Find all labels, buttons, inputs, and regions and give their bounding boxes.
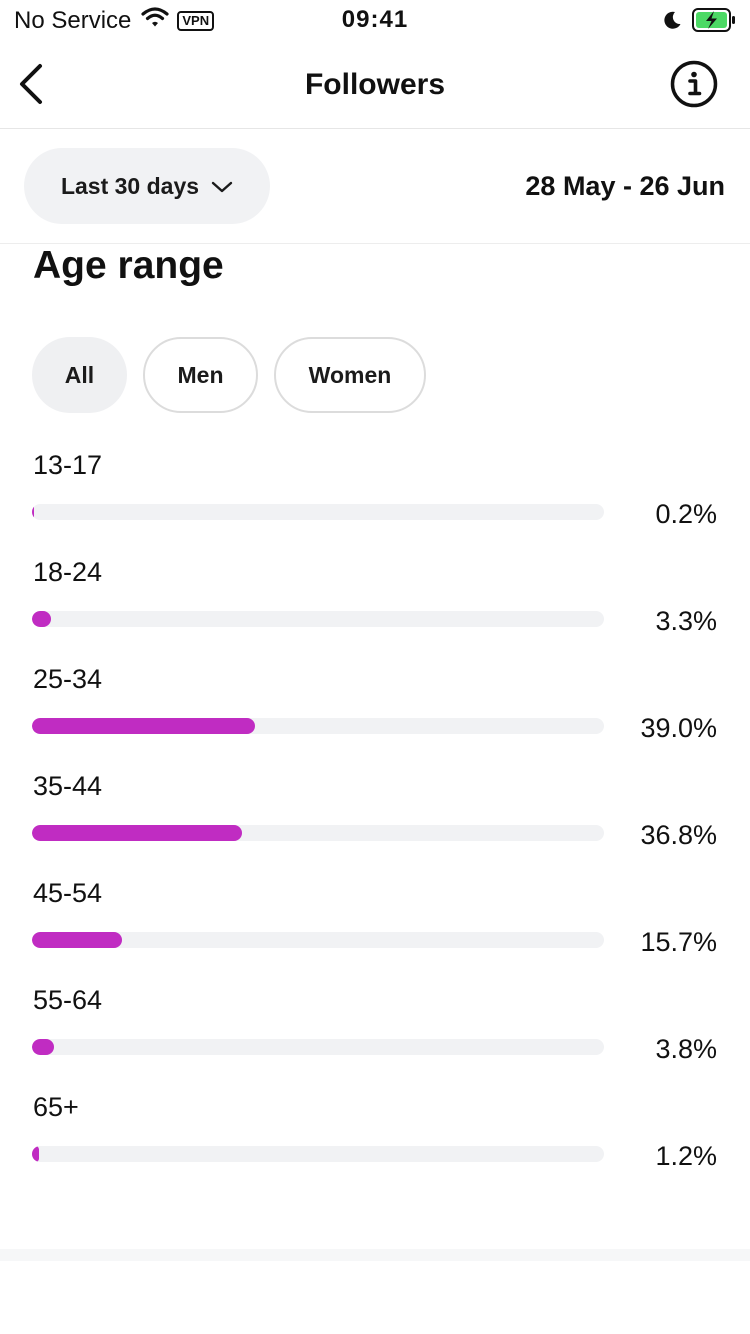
age-bar-track bbox=[32, 932, 604, 948]
age-bar-track bbox=[32, 718, 604, 734]
page-title: Followers bbox=[304, 68, 446, 101]
age-bar-fill bbox=[32, 932, 122, 948]
age-row: 13-17 0.2% bbox=[0, 450, 750, 557]
age-range-list: 13-17 0.2% 18-24 3.3% 25-34 39.0% 35-44 … bbox=[0, 450, 750, 1199]
age-percent: 39.0% bbox=[640, 713, 717, 743]
carrier-text: No Service bbox=[14, 6, 132, 34]
battery-icon bbox=[692, 8, 736, 37]
age-percent: 1.2% bbox=[655, 1141, 717, 1171]
age-bar-fill bbox=[32, 504, 34, 520]
age-bar-track bbox=[32, 504, 604, 520]
gender-segments: All Men Women bbox=[32, 337, 442, 413]
age-label: 35-44 bbox=[33, 771, 103, 801]
segment-women[interactable]: Women bbox=[274, 337, 426, 413]
vpn-badge: VPN bbox=[177, 10, 215, 31]
wifi-icon bbox=[141, 6, 169, 35]
filter-row: Last 30 days 28 May - 26 Jun bbox=[0, 129, 750, 244]
chevron-left-icon bbox=[14, 64, 50, 110]
age-bar-fill bbox=[32, 1039, 54, 1055]
age-label: 55-64 bbox=[33, 985, 103, 1015]
age-percent: 0.2% bbox=[655, 499, 717, 529]
age-bar-track bbox=[32, 1039, 604, 1055]
back-button[interactable] bbox=[14, 62, 54, 106]
age-bar-fill bbox=[32, 1146, 39, 1162]
date-range: 28 May - 26 Jun bbox=[525, 171, 725, 201]
age-percent: 3.8% bbox=[655, 1034, 717, 1064]
nav-bar: Followers bbox=[0, 42, 750, 129]
age-bar-track bbox=[32, 1146, 604, 1162]
age-bar-fill bbox=[32, 825, 243, 841]
period-dropdown[interactable]: Last 30 days bbox=[24, 148, 270, 224]
bottom-divider bbox=[0, 1249, 750, 1261]
age-bar-track bbox=[32, 611, 604, 627]
status-left: No Service VPN bbox=[14, 6, 215, 35]
segment-all[interactable]: All bbox=[32, 337, 127, 413]
age-percent: 15.7% bbox=[640, 927, 717, 957]
age-label: 45-54 bbox=[33, 878, 103, 908]
chevron-down-icon bbox=[199, 173, 233, 200]
age-row: 25-34 39.0% bbox=[0, 664, 750, 771]
age-label: 25-34 bbox=[33, 664, 103, 694]
age-row: 35-44 36.8% bbox=[0, 771, 750, 878]
age-bar-fill bbox=[32, 718, 256, 734]
status-bar: No Service VPN 09:41 bbox=[0, 0, 750, 42]
age-label: 13-17 bbox=[33, 450, 103, 480]
age-bar-track bbox=[32, 825, 604, 841]
age-row: 55-64 3.8% bbox=[0, 985, 750, 1092]
moon-icon bbox=[662, 10, 682, 35]
clock: 09:41 bbox=[341, 6, 409, 33]
age-percent: 3.3% bbox=[655, 606, 717, 636]
age-percent: 36.8% bbox=[640, 820, 717, 850]
age-label: 65+ bbox=[33, 1092, 79, 1122]
age-row: 18-24 3.3% bbox=[0, 557, 750, 664]
section-title: Age range bbox=[33, 244, 224, 287]
age-row: 65+ 1.2% bbox=[0, 1092, 750, 1199]
age-bar-fill bbox=[32, 611, 51, 627]
age-row: 45-54 15.7% bbox=[0, 878, 750, 985]
period-label: Last 30 days bbox=[60, 172, 200, 199]
status-right bbox=[662, 8, 736, 37]
info-icon bbox=[670, 60, 718, 112]
segment-men[interactable]: Men bbox=[143, 337, 258, 413]
age-label: 18-24 bbox=[33, 557, 103, 587]
info-button[interactable] bbox=[670, 60, 718, 108]
